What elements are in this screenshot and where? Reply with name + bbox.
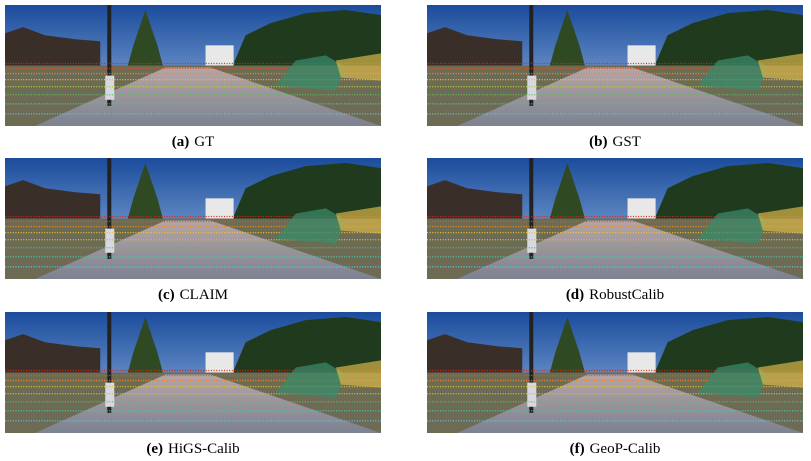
subfigure: (d) RobustCalib (427, 158, 803, 304)
caption-text: CLAIM (180, 287, 228, 303)
caption-label: (e) (146, 441, 163, 457)
scene (5, 5, 381, 126)
caption: (a)GT (5, 133, 381, 151)
caption-label: (d) (566, 287, 584, 303)
lidar-projection-image (5, 312, 381, 433)
page: {"figures": [ {"label": "(a)", "caption"… (0, 0, 811, 461)
subfigure: (f) GeoP-Calib (427, 312, 803, 458)
caption-label: (b) (589, 134, 607, 150)
caption: (d) RobustCalib (427, 286, 803, 304)
caption-text: GST (613, 134, 641, 150)
caption: (c) CLAIM (5, 286, 381, 304)
scene (427, 312, 803, 433)
caption: (b) GST (427, 133, 803, 151)
caption-label: (f) (570, 441, 585, 457)
caption-text: HiGS-Calib (168, 441, 240, 457)
caption-text: GT (194, 134, 214, 150)
caption: (e) HiGS-Calib (5, 440, 381, 458)
caption-label: (a) (172, 134, 190, 150)
lidar-projection-image (427, 158, 803, 279)
scene (427, 5, 803, 126)
lidar-projection-image (5, 5, 381, 126)
lidar-projection-image (427, 312, 803, 433)
lidar-projection-image (5, 158, 381, 279)
subfigure: (e) HiGS-Calib (5, 312, 381, 458)
caption: (f) GeoP-Calib (427, 440, 803, 458)
subfigure: (c) CLAIM (5, 158, 381, 304)
scene (427, 158, 803, 279)
scene (5, 158, 381, 279)
caption-text: RobustCalib (589, 287, 664, 303)
caption-label: (c) (158, 287, 175, 303)
caption-text: GeoP-Calib (590, 441, 661, 457)
subfigure: (b) GST (427, 5, 803, 151)
scene (5, 312, 381, 433)
subfigure: (a)GT (5, 5, 381, 151)
lidar-projection-image (427, 5, 803, 126)
